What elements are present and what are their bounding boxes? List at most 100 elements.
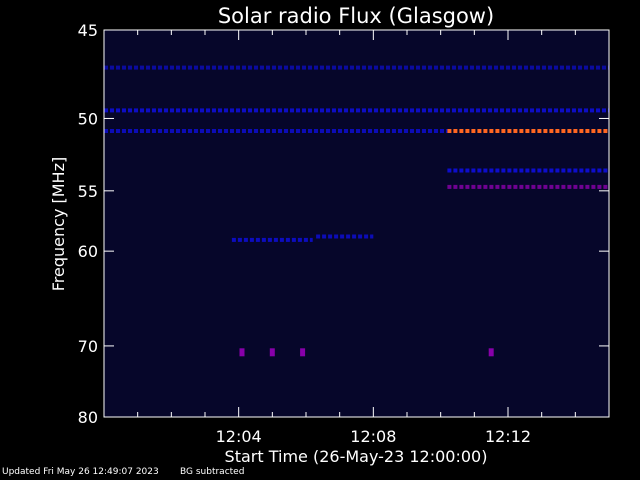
band-segment [200, 129, 204, 133]
band-segment [116, 108, 120, 113]
band-segment [356, 65, 360, 70]
band-segment [308, 129, 312, 133]
band-segment [303, 237, 308, 242]
band-segment [164, 65, 168, 70]
y-axis-label: Frequency [MHz] [49, 157, 68, 291]
band-segment [243, 237, 248, 242]
band-segment [176, 65, 180, 70]
band-segment [362, 108, 366, 113]
signal-spot [488, 348, 494, 357]
band-segment [591, 129, 596, 133]
band-segment [370, 234, 374, 239]
spectrogram-features [104, 65, 609, 357]
band-segment [549, 184, 554, 189]
band-segment [278, 108, 282, 113]
signal-band [316, 234, 374, 239]
band-segment [471, 129, 476, 133]
band-segment [279, 237, 284, 242]
band-segment [470, 108, 474, 113]
band-segment [542, 65, 546, 70]
band-segment [422, 65, 426, 70]
band-segment [548, 108, 552, 113]
band-segment [374, 65, 378, 70]
band-segment [278, 129, 282, 133]
band-segment [446, 108, 450, 113]
plot-area [104, 30, 609, 417]
band-segment [266, 129, 270, 133]
band-segment [476, 108, 480, 113]
band-segment [525, 168, 530, 173]
band-segment [471, 184, 476, 189]
signal-spot [269, 348, 275, 357]
band-segment [290, 65, 294, 70]
band-segment [194, 108, 198, 113]
band-segment [230, 129, 234, 133]
band-segment [182, 108, 186, 113]
band-segment [392, 108, 396, 113]
band-segment [404, 108, 408, 113]
band-segment [122, 129, 126, 133]
band-segment [567, 129, 572, 133]
band-segment [573, 184, 578, 189]
band-segment [224, 129, 228, 133]
band-segment [242, 108, 246, 113]
band-segment [176, 108, 180, 113]
band-segment [328, 234, 333, 239]
band-segment [398, 108, 402, 113]
band-segment [458, 65, 462, 70]
band-segment [512, 65, 516, 70]
band-segment [164, 108, 168, 113]
band-segment [495, 168, 500, 173]
band-segment [453, 168, 458, 173]
band-segment [440, 129, 444, 133]
band-segment [272, 108, 276, 113]
band-segment [164, 129, 168, 133]
band-segment [272, 65, 276, 70]
band-segment [254, 108, 258, 113]
band-segment [446, 129, 448, 133]
y-tick-label: 50 [78, 109, 98, 128]
signal-band [104, 129, 448, 133]
band-segment [501, 168, 506, 173]
band-segment [416, 129, 420, 133]
band-segment [597, 184, 602, 189]
band-segment [482, 108, 486, 113]
band-segment [422, 108, 426, 113]
band-segment [554, 65, 558, 70]
band-segment [308, 108, 312, 113]
band-segment [344, 108, 348, 113]
band-segment [230, 65, 234, 70]
x-axis: 12:04 12:08 12:12 [137, 30, 576, 446]
band-segment [236, 65, 240, 70]
band-segment [248, 108, 252, 113]
band-segment [182, 65, 186, 70]
band-segment [465, 168, 470, 173]
band-segment [416, 65, 420, 70]
band-segment [278, 65, 282, 70]
band-segment [340, 234, 345, 239]
band-segment [584, 65, 588, 70]
band-segment [596, 108, 600, 113]
band-segment [573, 168, 578, 173]
band-segment [543, 129, 548, 133]
band-segment [332, 129, 336, 133]
band-segment [255, 237, 260, 242]
band-segment [398, 129, 402, 133]
band-segment [464, 65, 468, 70]
band-segment [380, 108, 384, 113]
band-segment [320, 65, 324, 70]
band-segment [284, 129, 288, 133]
band-segment [266, 65, 270, 70]
band-segment [314, 129, 318, 133]
band-segment [362, 129, 366, 133]
band-segment [206, 129, 210, 133]
x-axis-label: Start Time (26-May-23 12:00:00) [225, 447, 488, 466]
band-segment [338, 108, 342, 113]
band-segment [584, 108, 588, 113]
band-segment [489, 129, 494, 133]
footer-note: BG subtracted [180, 467, 245, 477]
band-segment [477, 168, 482, 173]
band-segment [602, 108, 606, 113]
band-segment [597, 129, 602, 133]
band-segment [513, 168, 518, 173]
